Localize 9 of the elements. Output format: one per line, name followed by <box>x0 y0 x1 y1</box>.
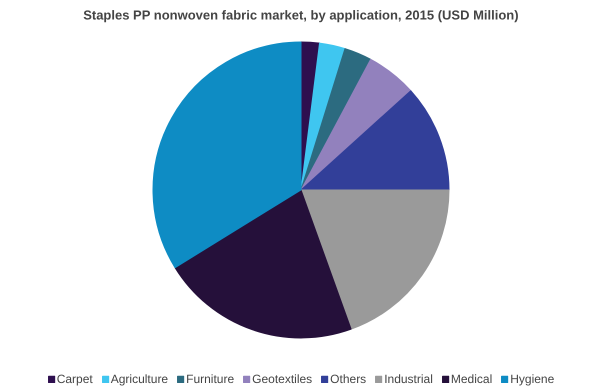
legend-label: Hygiene <box>510 372 554 386</box>
legend-label: Geotextiles <box>252 372 312 386</box>
legend-label: Carpet <box>56 372 93 386</box>
legend-label: Furniture <box>186 372 234 386</box>
legend-label: Industrial <box>384 372 433 386</box>
legend-label: Medical <box>450 372 492 386</box>
chart-title: Staples PP nonwoven fabric market, by application, 2015 (USD Million) <box>83 8 519 22</box>
legend-label: Agriculture <box>110 372 168 386</box>
legend-label: Others <box>330 372 366 386</box>
